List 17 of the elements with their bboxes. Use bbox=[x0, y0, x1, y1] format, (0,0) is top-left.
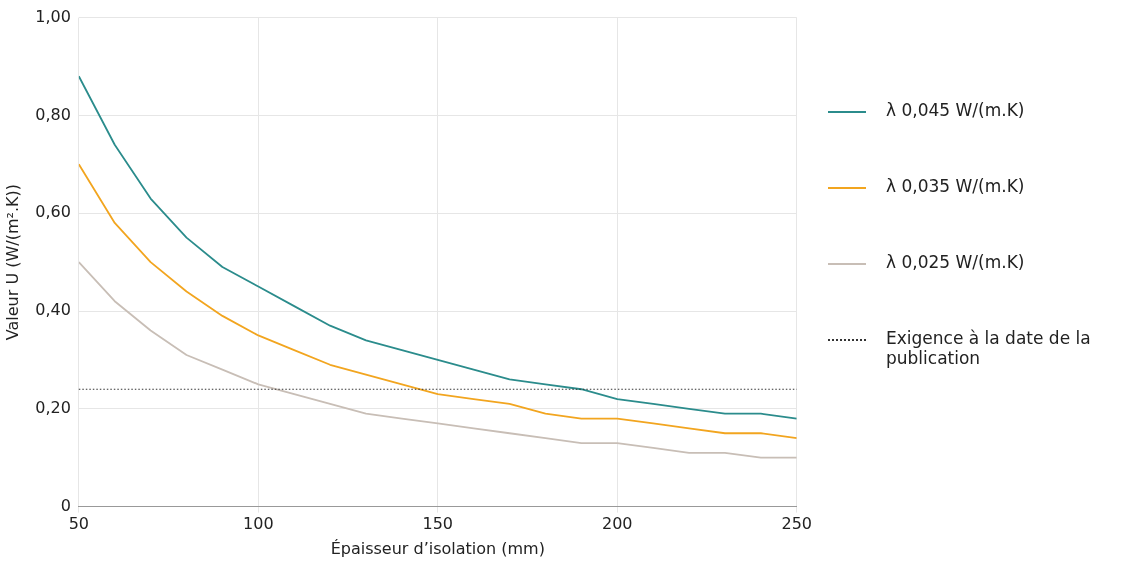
y-tick-label: 0,40 bbox=[35, 300, 71, 320]
y-tick-label: 0,20 bbox=[35, 397, 71, 417]
y-tick-label: 1,00 bbox=[35, 6, 71, 26]
legend-label: Exigence à la date de la publication bbox=[886, 328, 1092, 368]
x-tick-label: 50 bbox=[68, 514, 89, 534]
x-tick-label: 200 bbox=[601, 514, 633, 534]
x-axis-title: Épaisseur d’isolation (mm) bbox=[330, 538, 545, 558]
legend-label: λ 0,035 W/(m.K) bbox=[886, 176, 1025, 196]
y-axis-title: Valeur U (W/(m².K)) bbox=[2, 184, 22, 341]
x-tick-label: 250 bbox=[781, 514, 812, 534]
y-tick-label: 0,80 bbox=[35, 104, 71, 124]
legend-label: λ 0,025 W/(m.K) bbox=[886, 252, 1025, 272]
x-tick-label: 150 bbox=[422, 514, 454, 534]
x-tick-label: 100 bbox=[243, 514, 274, 534]
legend-label: λ 0,045 W/(m.K) bbox=[886, 100, 1025, 120]
y-tick-label: 0 bbox=[60, 495, 71, 515]
y-tick-label: 0,60 bbox=[35, 202, 71, 222]
